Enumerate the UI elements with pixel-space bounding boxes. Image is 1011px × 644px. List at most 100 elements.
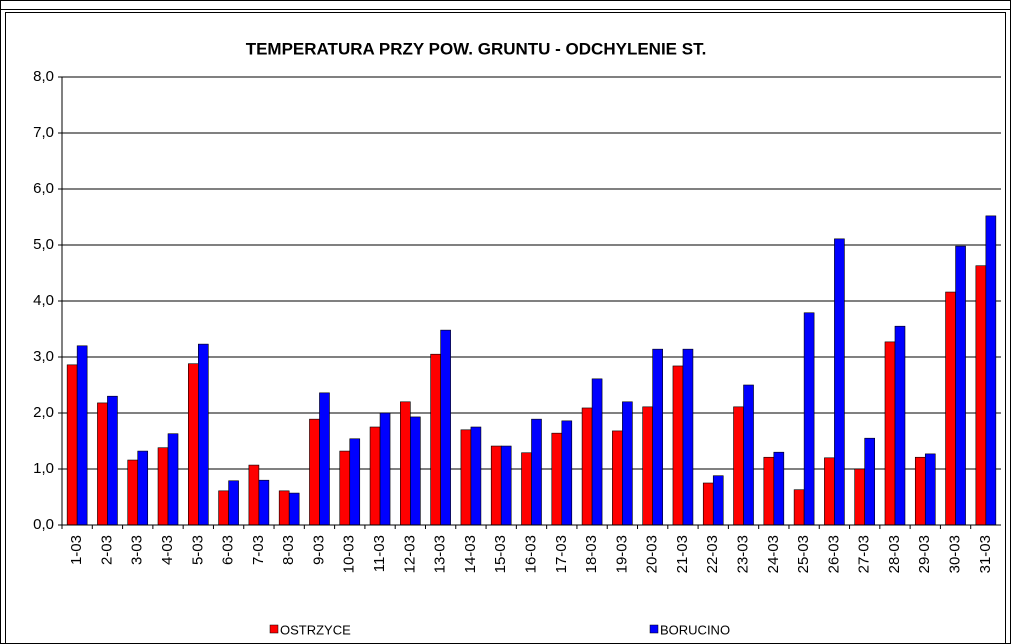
bar (319, 392, 330, 526)
bar (712, 475, 724, 526)
bar (369, 426, 381, 526)
x-tick-label: 30-03 (947, 535, 964, 573)
x-tick-label: 18-03 (583, 535, 600, 573)
x-tick-label: 15-03 (492, 535, 509, 573)
bar (278, 490, 290, 526)
y-tick-label: 1,0 (33, 460, 54, 477)
y-tick-label: 5,0 (33, 236, 54, 253)
bar (288, 492, 300, 526)
bar (894, 325, 906, 526)
bar (581, 407, 593, 526)
bar (410, 416, 421, 526)
bar (985, 215, 997, 526)
bar (682, 348, 694, 526)
bar (490, 445, 502, 526)
x-tick-label: 25-03 (795, 535, 812, 573)
legend-swatch (649, 624, 659, 634)
bar (76, 345, 88, 526)
bar (743, 384, 754, 526)
bar (188, 363, 199, 526)
bar (198, 343, 209, 526)
bar (440, 329, 451, 526)
bar (945, 291, 956, 526)
bar (803, 312, 815, 526)
bar (914, 456, 926, 526)
bar (218, 490, 229, 526)
x-tick-label: 21-03 (674, 535, 691, 573)
y-tick-label: 0,0 (33, 516, 54, 533)
x-tick-label: 26-03 (825, 535, 842, 573)
bar (97, 402, 108, 526)
bar (763, 456, 775, 526)
bar (339, 450, 351, 526)
bar (137, 450, 149, 526)
bar (349, 438, 361, 526)
bar (642, 406, 653, 526)
x-tick-label: 2-03 (98, 535, 115, 565)
bar (248, 464, 260, 526)
x-tick-label: 8-03 (280, 535, 297, 565)
x-tick-label: 1-03 (68, 535, 85, 565)
y-tick-label: 2,0 (33, 404, 54, 421)
bar (400, 401, 411, 526)
bar (521, 452, 532, 526)
bar (531, 418, 542, 526)
bar (309, 418, 320, 526)
bar (622, 401, 633, 526)
bar (824, 457, 835, 526)
x-tick-label: 24-03 (765, 535, 782, 573)
bar (955, 245, 966, 526)
bar (854, 468, 865, 526)
bar (733, 406, 744, 526)
x-tick-label: 5-03 (189, 535, 206, 565)
bar (66, 364, 78, 526)
legend-label: BORUCINO (660, 622, 730, 637)
bar (430, 353, 441, 526)
bar (612, 430, 623, 526)
bar (702, 482, 714, 526)
x-tick-label: 14-03 (462, 535, 479, 573)
bar (652, 348, 663, 526)
bar (884, 341, 896, 526)
bar (258, 479, 270, 526)
chart-frame (5, 12, 1006, 644)
bar (834, 238, 845, 526)
bar (561, 420, 573, 526)
bar (157, 447, 169, 526)
x-tick-label: 17-03 (553, 535, 570, 573)
bar (500, 445, 512, 526)
x-tick-label: 13-03 (432, 535, 449, 573)
x-tick-label: 20-03 (644, 535, 661, 573)
bar (672, 365, 684, 526)
x-tick-label: 4-03 (159, 535, 176, 565)
bar (773, 451, 785, 526)
y-tick-label: 8,0 (33, 68, 54, 85)
x-tick-label: 19-03 (613, 535, 630, 573)
bar (591, 378, 603, 526)
x-tick-label: 28-03 (886, 535, 903, 573)
legend-label: OSTRZYCE (280, 622, 351, 637)
y-tick-label: 7,0 (33, 124, 54, 141)
bar (470, 426, 482, 526)
x-tick-label: 9-03 (310, 535, 327, 565)
x-tick-label: 31-03 (977, 535, 994, 573)
bar (864, 437, 875, 526)
x-tick-label: 29-03 (916, 535, 933, 573)
x-tick-label: 16-03 (522, 535, 539, 573)
x-tick-label: 7-03 (250, 535, 267, 565)
x-tick-label: 6-03 (220, 535, 237, 565)
x-tick-label: 12-03 (401, 535, 418, 573)
bar (167, 433, 179, 526)
legend-swatch (269, 624, 279, 634)
y-tick-label: 4,0 (33, 292, 54, 309)
y-tick-label: 6,0 (33, 180, 54, 197)
bar (793, 489, 805, 526)
bar (924, 453, 936, 526)
chart-title: TEMPERATURA PRZY POW. GRUNTU - ODCHYLENI… (246, 39, 707, 58)
bar (551, 432, 563, 526)
y-tick-label: 3,0 (33, 348, 54, 365)
x-tick-label: 23-03 (735, 535, 752, 573)
bar (127, 459, 139, 526)
bar (460, 429, 472, 526)
